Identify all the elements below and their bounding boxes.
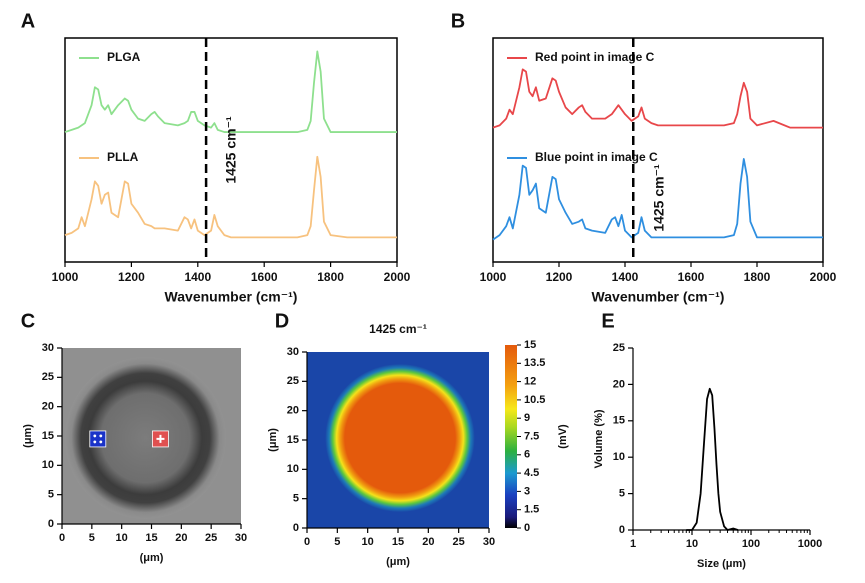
panel-letter: E bbox=[601, 310, 614, 332]
y-axis-label: Volume (%) bbox=[593, 409, 605, 468]
legend-label: PLGA bbox=[107, 50, 141, 64]
chart-title: 1425 cm⁻¹ bbox=[369, 322, 427, 336]
x-tick-label: 10 bbox=[116, 532, 128, 544]
marker-label: 1425 cm⁻¹ bbox=[651, 164, 667, 232]
y-tick-label: 10 bbox=[613, 451, 625, 463]
y-tick-label: 10 bbox=[287, 463, 299, 475]
colorbar-tick-label: 12 bbox=[524, 376, 536, 388]
point-dot bbox=[99, 440, 103, 444]
point-cross bbox=[156, 434, 165, 443]
colorbar bbox=[505, 345, 517, 528]
marker-label: 1425 cm⁻¹ bbox=[223, 116, 239, 184]
y-axis-label: (μm) bbox=[267, 428, 279, 452]
x-tick-label: 1400 bbox=[184, 270, 211, 284]
y-tick-label: 15 bbox=[287, 434, 299, 446]
x-axis-label: (μm) bbox=[140, 552, 164, 564]
x-tick-label: 15 bbox=[392, 536, 404, 548]
colorbar-tick-label: 9 bbox=[524, 412, 530, 424]
x-tick-label: 5 bbox=[334, 536, 340, 548]
x-tick-label: 1600 bbox=[678, 270, 705, 284]
y-tick-label: 10 bbox=[42, 459, 54, 471]
particle-image bbox=[64, 357, 227, 519]
spectrum-line bbox=[64, 50, 397, 133]
x-tick-label: 1800 bbox=[744, 270, 771, 284]
legend-label: Red point in image C bbox=[535, 50, 655, 64]
point-marker bbox=[89, 430, 107, 448]
plot-frame bbox=[64, 37, 398, 263]
colorbar-tick-label: 7.5 bbox=[524, 430, 539, 442]
x-tick-label: 0 bbox=[59, 532, 65, 544]
colorbar-tick-label: 15 bbox=[524, 339, 536, 351]
y-tick-label: 25 bbox=[42, 371, 54, 383]
x-tick-label: 1200 bbox=[118, 270, 145, 284]
y-tick-label: 0 bbox=[48, 518, 54, 530]
x-tick-label: 0 bbox=[304, 536, 310, 548]
y-tick-label: 25 bbox=[613, 342, 625, 354]
x-tick-label: 25 bbox=[205, 532, 217, 544]
y-tick-label: 30 bbox=[42, 342, 54, 354]
y-tick-label: 0 bbox=[619, 524, 625, 536]
y-tick-label: 5 bbox=[293, 493, 299, 505]
y-tick-label: 20 bbox=[287, 405, 299, 417]
x-tick-label: 1 bbox=[630, 538, 636, 550]
x-axis-label: Wavenumber (cm⁻¹) bbox=[165, 289, 298, 305]
x-tick-label: 1200 bbox=[546, 270, 573, 284]
point-dot bbox=[99, 434, 103, 438]
x-tick-label: 1600 bbox=[251, 270, 278, 284]
x-tick-label: 10 bbox=[686, 538, 698, 550]
y-tick-label: 5 bbox=[48, 489, 54, 501]
point-dot bbox=[93, 440, 97, 444]
point-dot bbox=[93, 434, 97, 438]
panel-letter: A bbox=[21, 10, 35, 32]
panel-letter: C bbox=[21, 310, 35, 332]
y-tick-label: 20 bbox=[42, 401, 54, 413]
colorbar-tick-label: 6 bbox=[524, 449, 530, 461]
x-tick-label: 25 bbox=[453, 536, 465, 548]
x-tick-label: 10 bbox=[362, 536, 374, 548]
plot-frame bbox=[492, 37, 824, 263]
x-tick-label: 2000 bbox=[384, 270, 411, 284]
y-tick-label: 0 bbox=[293, 522, 299, 534]
spectrum-line bbox=[492, 68, 823, 129]
x-tick-label: 5 bbox=[89, 532, 95, 544]
x-axis-label: Size (μm) bbox=[697, 558, 746, 570]
spectrum-line bbox=[64, 155, 397, 239]
colorbar-tick-label: 1.5 bbox=[524, 504, 539, 516]
x-tick-label: 100 bbox=[742, 538, 760, 550]
size-distribution-line bbox=[686, 387, 739, 531]
x-tick-label: 2000 bbox=[810, 270, 837, 284]
y-tick-label: 15 bbox=[42, 430, 54, 442]
x-tick-label: 20 bbox=[422, 536, 434, 548]
x-axis-label: (μm) bbox=[386, 556, 410, 568]
x-tick-label: 20 bbox=[175, 532, 187, 544]
y-tick-label: 15 bbox=[613, 415, 625, 427]
x-tick-label: 1000 bbox=[480, 270, 507, 284]
x-tick-label: 15 bbox=[145, 532, 157, 544]
colorbar-tick-label: 3 bbox=[524, 485, 530, 497]
x-tick-label: 1000 bbox=[52, 270, 79, 284]
panel-letter: B bbox=[451, 10, 465, 32]
legend-label: PLLA bbox=[107, 150, 139, 164]
colorbar-tick-label: 0 bbox=[524, 522, 530, 534]
panel-letter: D bbox=[275, 310, 289, 332]
y-tick-label: 25 bbox=[287, 375, 299, 387]
x-tick-label: 30 bbox=[235, 532, 247, 544]
y-tick-label: 20 bbox=[613, 378, 625, 390]
colorbar-tick-label: 13.5 bbox=[524, 357, 545, 369]
y-tick-label: 5 bbox=[619, 488, 625, 500]
legend-label: Blue point in image C bbox=[535, 150, 658, 164]
y-tick-label: 30 bbox=[287, 346, 299, 358]
x-tick-label: 1400 bbox=[612, 270, 639, 284]
colorbar-tick-label: 4.5 bbox=[524, 467, 539, 479]
x-tick-label: 1000 bbox=[798, 538, 822, 550]
spectrum-line bbox=[492, 158, 823, 241]
x-tick-label: 1800 bbox=[317, 270, 344, 284]
colorbar-tick-label: 10.5 bbox=[524, 394, 545, 406]
heatmap-spot bbox=[325, 364, 475, 512]
colorbar-label: (mV) bbox=[557, 424, 569, 449]
x-tick-label: 30 bbox=[483, 536, 495, 548]
y-axis-label: (μm) bbox=[22, 424, 34, 448]
x-axis-label: Wavenumber (cm⁻¹) bbox=[592, 289, 725, 305]
